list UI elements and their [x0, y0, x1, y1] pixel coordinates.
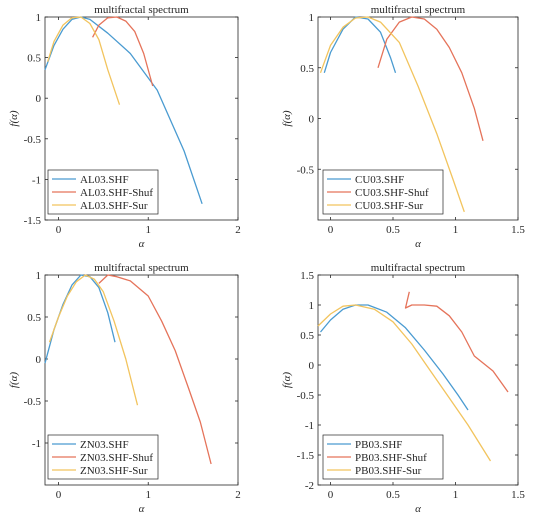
- x-axis-label: α: [139, 238, 145, 250]
- series-line-1: [320, 304, 469, 411]
- chart-panel-2: multifractal spectrum 0 0.5 1 1.5 -0.5 0 0.5 1 α f…: [281, 4, 525, 250]
- x-tick-label: 0: [328, 224, 334, 236]
- x-tick-label: 1: [145, 489, 151, 501]
- x-tick-label: 0.5: [386, 224, 400, 236]
- y-axis-label: f(α): [281, 372, 293, 388]
- y-tick-label: 1.5: [300, 270, 314, 282]
- x-axis-label: α: [415, 503, 421, 512]
- series-line-3: [48, 274, 139, 406]
- chart-title: multifractal spectrum: [94, 262, 189, 274]
- series-line-2: [377, 16, 484, 141]
- y-tick-label: 0.5: [27, 312, 41, 324]
- y-tick-label: -1: [32, 438, 41, 450]
- y-tick-label: -1: [32, 174, 41, 186]
- chart-title: multifractal spectrum: [371, 4, 466, 16]
- legend-label-2: ZN03.SHF-Shuf: [80, 452, 153, 464]
- y-tick-label: -0.5: [297, 164, 315, 176]
- y-tick-label: 0: [309, 360, 315, 372]
- series-line-1: [44, 16, 203, 205]
- y-axis-label: f(α): [281, 110, 293, 126]
- chart-title: multifractal spectrum: [371, 262, 466, 274]
- chart-panel-4: multifractal spectrum 0 0.5 1 1.5 -2 -1.5 -1 -0.…: [281, 262, 525, 512]
- y-tick-label: 0.5: [300, 330, 314, 342]
- y-tick-label: 0: [309, 114, 315, 126]
- y-tick-label: -0.5: [24, 134, 42, 146]
- legend-label-1: CU03.SHF: [355, 174, 404, 186]
- y-tick-label: 1: [36, 12, 42, 24]
- y-tick-label: -1.5: [24, 215, 42, 227]
- x-tick-label: 1: [453, 489, 459, 501]
- x-tick-label: 1: [453, 224, 459, 236]
- series-line-3: [319, 16, 465, 213]
- x-tick-label: 0: [328, 489, 334, 501]
- series-line-2: [92, 16, 154, 87]
- y-tick-label: 0: [36, 93, 42, 105]
- legend-label-3: ZN03.SHF-Sur: [80, 465, 148, 477]
- y-tick-label: -0.5: [24, 396, 42, 408]
- legend-label-1: PB03.SHF: [355, 439, 402, 451]
- x-axis-label: α: [139, 503, 145, 512]
- chart-title: multifractal spectrum: [94, 4, 189, 16]
- x-tick-label: 1.5: [511, 489, 525, 501]
- y-tick-label: 0.5: [27, 53, 41, 65]
- series-line-2: [98, 274, 212, 465]
- series-line-3: [47, 16, 121, 105]
- x-tick-label: 2: [235, 224, 241, 236]
- legend-label-2: CU03.SHF-Shuf: [355, 187, 429, 199]
- y-tick-label: -0.5: [297, 390, 315, 402]
- x-tick-label: 1: [145, 224, 151, 236]
- y-tick-label: -1: [305, 420, 314, 432]
- legend-label-3: AL03.SHF-Sur: [80, 200, 148, 212]
- x-tick-label: 0: [56, 224, 62, 236]
- legend-label-1: AL03.SHF: [80, 174, 129, 186]
- legend-label-3: PB03.SHF-Sur: [355, 465, 422, 477]
- y-axis-label: f(α): [8, 372, 20, 388]
- legend-label-2: AL03.SHF-Shuf: [80, 187, 153, 199]
- y-tick-label: 1: [309, 300, 315, 312]
- legend-label-2: PB03.SHF-Shuf: [355, 452, 427, 464]
- x-axis-label: α: [415, 238, 421, 250]
- y-tick-label: 0.5: [300, 63, 314, 75]
- x-tick-label: 0: [56, 489, 62, 501]
- legend-label-3: CU03.SHF-Sur: [355, 200, 423, 212]
- y-tick-label: 1: [309, 12, 315, 24]
- y-tick-label: -2: [305, 480, 314, 492]
- legend-label-1: ZN03.SHF: [80, 439, 129, 451]
- y-tick-label: 0: [36, 354, 42, 366]
- x-tick-label: 0.5: [386, 489, 400, 501]
- y-tick-label: 1: [36, 270, 42, 282]
- y-axis-label: f(α): [8, 110, 20, 126]
- series-line-3: [317, 304, 492, 462]
- y-tick-label: -1.5: [297, 450, 315, 462]
- series-line-2: [404, 291, 509, 393]
- x-tick-label: 2: [235, 489, 241, 501]
- x-tick-label: 1.5: [511, 224, 525, 236]
